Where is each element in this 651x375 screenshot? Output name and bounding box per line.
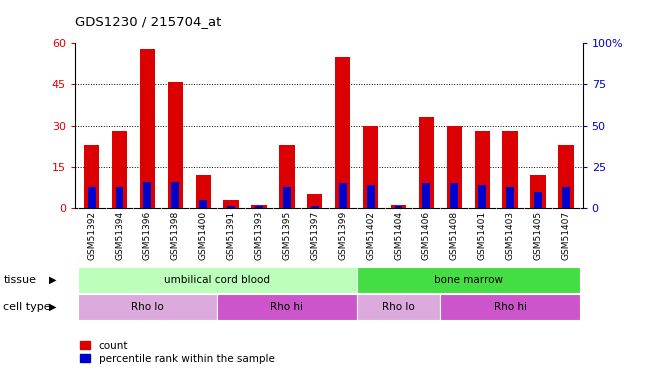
Legend: count, percentile rank within the sample: count, percentile rank within the sample — [80, 340, 275, 364]
Text: GSM51394: GSM51394 — [115, 211, 124, 260]
Bar — [506, 187, 514, 208]
Text: Rho lo: Rho lo — [131, 302, 164, 312]
Text: bone marrow: bone marrow — [434, 275, 503, 285]
Bar — [558, 145, 574, 208]
Bar — [77, 294, 217, 320]
Bar — [223, 200, 239, 208]
Text: ▶: ▶ — [49, 302, 57, 312]
Bar — [283, 187, 291, 208]
Bar — [217, 294, 357, 320]
Bar — [363, 126, 378, 208]
Text: GSM51398: GSM51398 — [171, 211, 180, 260]
Text: ▶: ▶ — [49, 275, 57, 285]
Bar — [478, 185, 486, 208]
Bar — [422, 183, 430, 208]
Text: tissue: tissue — [3, 275, 36, 285]
Bar — [143, 182, 151, 208]
Text: GSM51393: GSM51393 — [255, 211, 264, 260]
Bar — [88, 187, 96, 208]
Text: Rho hi: Rho hi — [270, 302, 303, 312]
Bar — [475, 131, 490, 208]
Text: GSM51395: GSM51395 — [283, 211, 292, 260]
Bar — [307, 194, 322, 208]
Text: umbilical cord blood: umbilical cord blood — [164, 275, 270, 285]
Bar — [503, 131, 518, 208]
Bar — [116, 187, 124, 208]
Bar — [367, 185, 374, 208]
Text: GSM51396: GSM51396 — [143, 211, 152, 260]
Bar — [311, 207, 319, 208]
Bar — [279, 145, 294, 208]
Bar — [77, 267, 357, 293]
Bar — [357, 294, 440, 320]
Bar — [534, 192, 542, 208]
Text: GSM51399: GSM51399 — [339, 211, 347, 260]
Text: GSM51401: GSM51401 — [478, 211, 487, 260]
Text: GSM51408: GSM51408 — [450, 211, 459, 260]
Text: GSM51407: GSM51407 — [561, 211, 570, 260]
Text: GDS1230 / 215704_at: GDS1230 / 215704_at — [75, 15, 221, 28]
Text: GSM51392: GSM51392 — [87, 211, 96, 260]
Bar — [391, 206, 406, 208]
Text: GSM51402: GSM51402 — [366, 211, 375, 260]
Bar — [450, 183, 458, 208]
Bar — [335, 57, 350, 208]
Bar — [562, 187, 570, 208]
Bar — [447, 126, 462, 208]
Bar — [195, 175, 211, 208]
Text: cell type: cell type — [3, 302, 51, 312]
Bar — [531, 175, 546, 208]
Bar — [255, 207, 263, 208]
Bar — [440, 294, 580, 320]
Bar — [419, 117, 434, 208]
Bar — [171, 182, 179, 208]
Text: GSM51404: GSM51404 — [394, 211, 403, 260]
Bar — [357, 267, 580, 293]
Text: GSM51397: GSM51397 — [311, 211, 319, 260]
Bar — [140, 49, 155, 208]
Bar — [84, 145, 99, 208]
Text: GSM51403: GSM51403 — [506, 211, 514, 260]
Bar — [199, 200, 207, 208]
Text: GSM51400: GSM51400 — [199, 211, 208, 260]
Text: Rho hi: Rho hi — [493, 302, 527, 312]
Text: GSM51391: GSM51391 — [227, 211, 236, 260]
Bar — [339, 183, 346, 208]
Bar — [168, 82, 183, 208]
Bar — [112, 131, 127, 208]
Bar — [395, 207, 402, 208]
Text: GSM51406: GSM51406 — [422, 211, 431, 260]
Text: Rho lo: Rho lo — [382, 302, 415, 312]
Bar — [227, 207, 235, 208]
Text: GSM51405: GSM51405 — [534, 211, 542, 260]
Bar — [251, 206, 267, 208]
